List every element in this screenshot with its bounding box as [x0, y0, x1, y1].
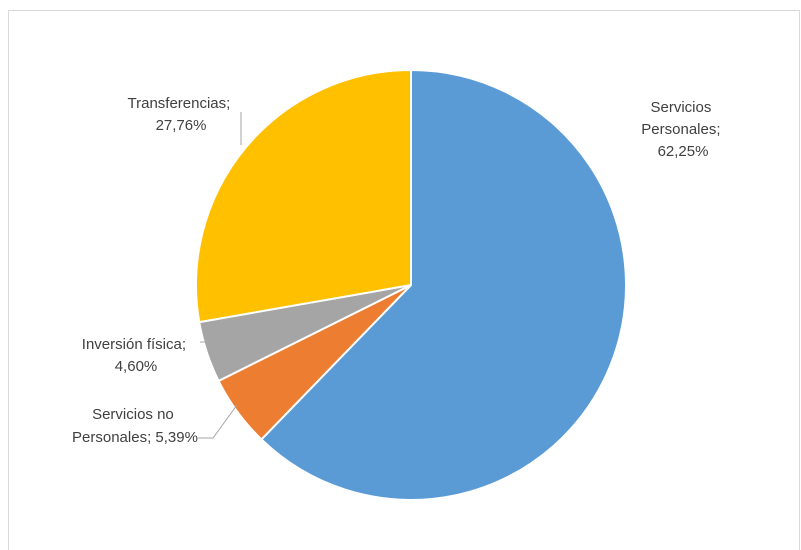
slice-label-servicios-no-personales: Servicios no Personales; 5,39% — [72, 406, 198, 446]
slice-label-servicios-personales: Servicios Personales; 62,25% — [641, 99, 724, 160]
leader-lines — [198, 112, 242, 439]
slice-label-inversion-fisica: Inversión física; 4,60% — [82, 336, 190, 375]
pie-slices — [194, 69, 627, 501]
slice-label-transferencias: Transferencias; 27,76% — [128, 95, 235, 134]
leader-line-servicios-no-personales — [198, 404, 238, 439]
pie-slice-servicios-personales — [260, 69, 627, 501]
slice-labels: Servicios Personales; 62,25% Servicios n… — [72, 95, 724, 446]
pie-slice-transferencias — [194, 69, 412, 324]
